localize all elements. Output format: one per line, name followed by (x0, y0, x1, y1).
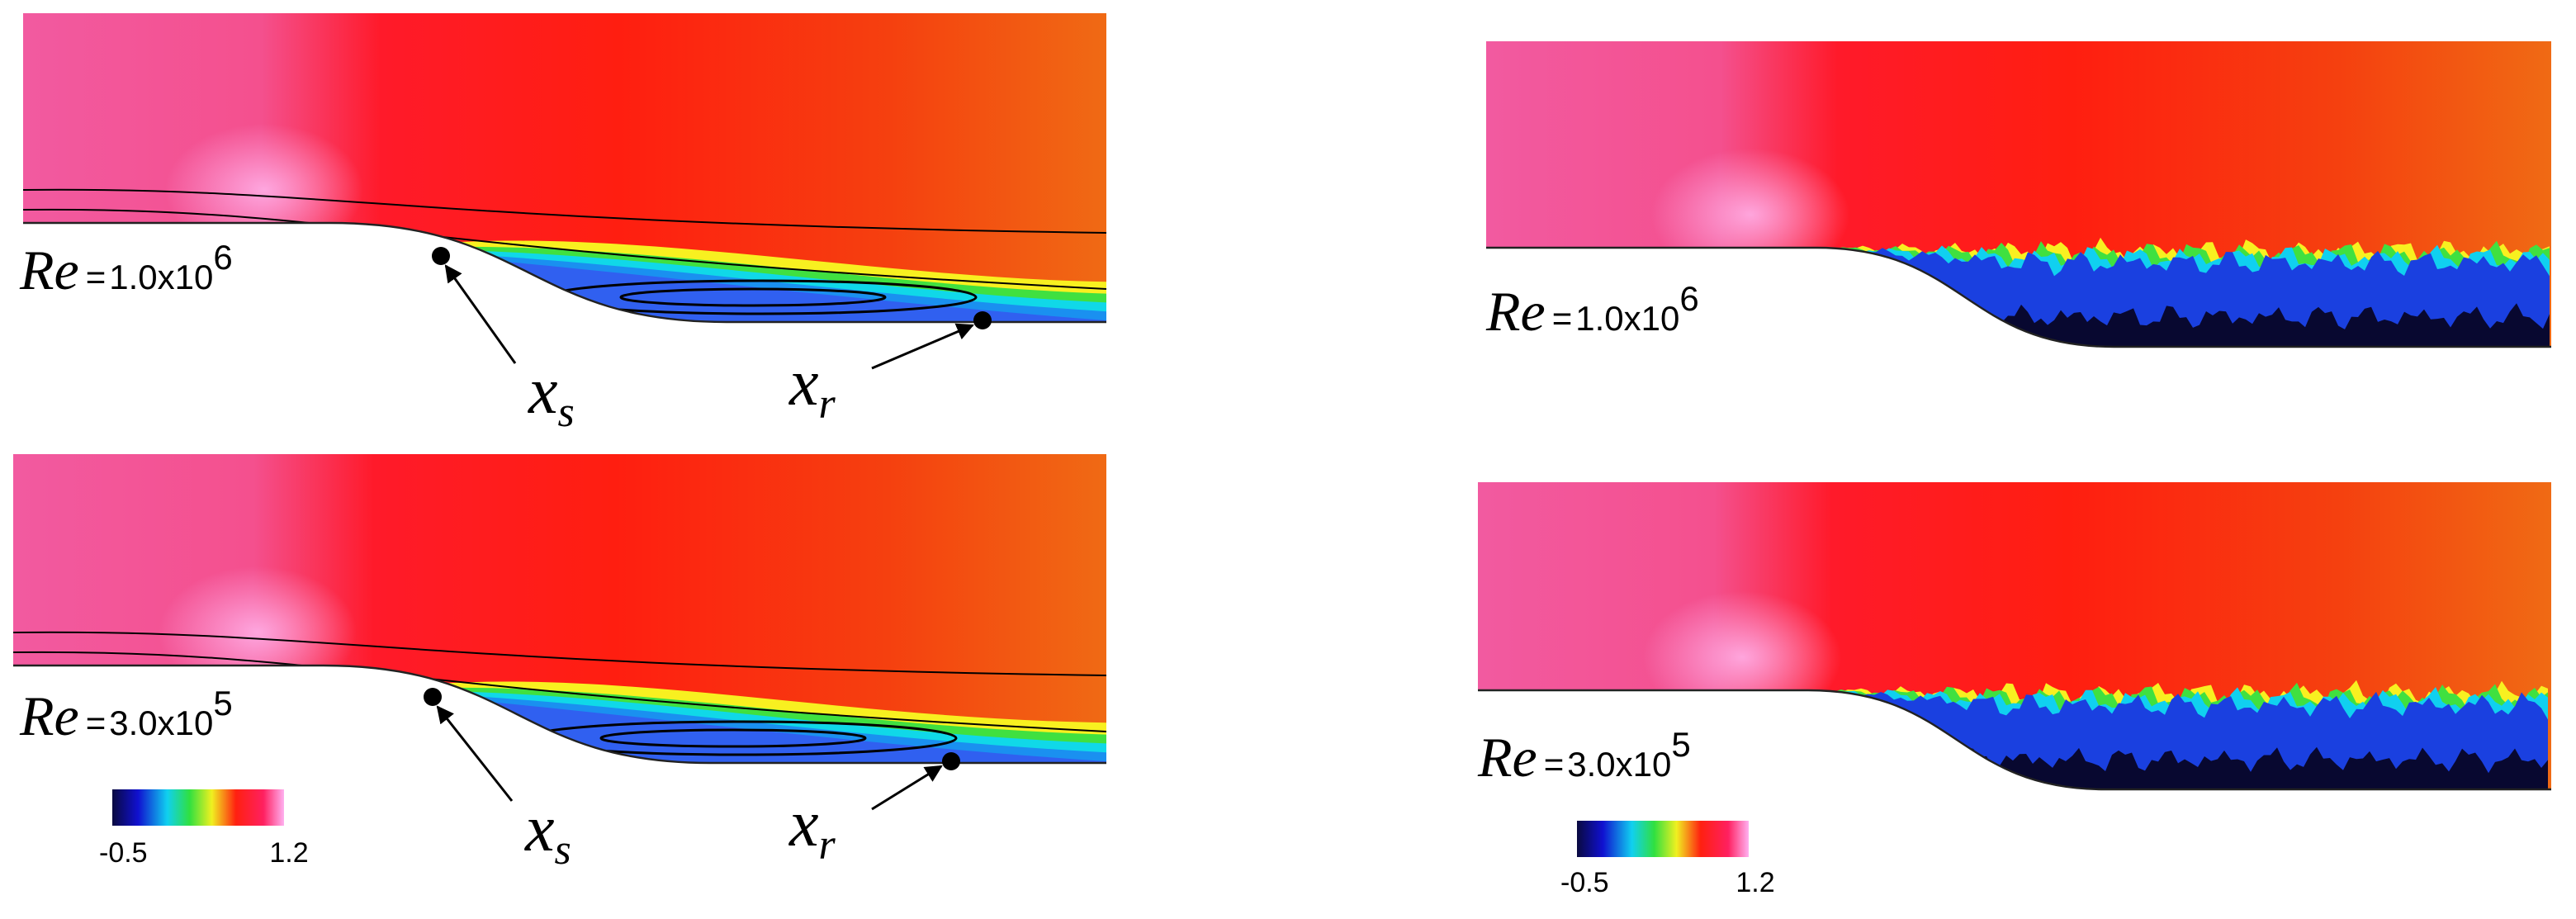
marker-sub: s (558, 389, 575, 436)
re-exponent: 6 (213, 238, 232, 277)
re-symbol: Re (19, 685, 79, 747)
arrow (871, 765, 943, 811)
marker-label: xr (788, 347, 836, 428)
re-exponent: 5 (213, 684, 232, 722)
colorbar-min: -0.5 (1560, 867, 1609, 898)
flow-panel: Re = 3.0x105 (1477, 482, 2551, 791)
re-equals: = (1552, 299, 1573, 338)
streamline (619, 287, 887, 307)
marker-label: xs (528, 355, 575, 436)
point-marker (424, 688, 442, 706)
re-mantissa: 3.0x10 (109, 703, 213, 742)
re-label: Re = 1.0x106 (19, 238, 233, 301)
streamline (13, 631, 1106, 676)
point-marker (942, 752, 960, 770)
marker-label: xs (524, 793, 571, 874)
streamline (23, 188, 1106, 234)
point-marker (973, 311, 992, 329)
colorbar-min: -0.5 (99, 837, 148, 869)
arrow (444, 264, 517, 364)
re-equals: = (86, 258, 107, 296)
re-symbol: Re (1485, 280, 1546, 343)
colorbar-max: 1.2 (269, 837, 308, 869)
re-label: Re = 3.0x105 (1477, 725, 1691, 789)
colorbar-scale (1577, 821, 1749, 857)
highlight (1643, 591, 1841, 723)
re-label: Re = 1.0x106 (1485, 279, 1699, 343)
re-symbol: Re (1477, 726, 1537, 789)
re-equals: = (1544, 745, 1565, 784)
re-exponent: 6 (1679, 279, 1698, 318)
re-exponent: 5 (1671, 725, 1690, 764)
marker-sub: r (819, 822, 836, 869)
flow-panel: Re = 1.0x106 (1485, 41, 2551, 348)
re-mantissa: 1.0x10 (109, 258, 213, 296)
re-label: Re = 3.0x105 (19, 684, 233, 747)
colorbar-scale (112, 789, 284, 826)
colorbar: -0.5 1.2 (1560, 821, 1775, 898)
arrow (871, 323, 974, 370)
wall (1478, 689, 2551, 791)
marker-base: x (788, 788, 819, 860)
highlight (159, 566, 357, 699)
re-mantissa: 3.0x10 (1567, 745, 1671, 784)
wall (1486, 246, 2551, 348)
marker-label: xr (788, 788, 836, 869)
marker-sub: s (555, 827, 571, 874)
wall (13, 664, 1106, 765)
colorbar-max: 1.2 (1735, 867, 1774, 898)
marker-base: x (528, 355, 558, 428)
marker-sub: r (819, 381, 836, 428)
marker-base: x (524, 793, 555, 865)
colorbar: -0.5 1.2 (99, 789, 309, 869)
wall (23, 221, 1106, 324)
marker-base: x (788, 347, 819, 419)
re-mantissa: 1.0x10 (1575, 299, 1679, 338)
re-equals: = (86, 703, 107, 742)
streamline (599, 728, 867, 748)
arrow (436, 705, 514, 802)
re-symbol: Re (19, 239, 79, 301)
highlight (165, 124, 363, 256)
point-marker (432, 247, 450, 265)
highlight (1651, 149, 1849, 281)
